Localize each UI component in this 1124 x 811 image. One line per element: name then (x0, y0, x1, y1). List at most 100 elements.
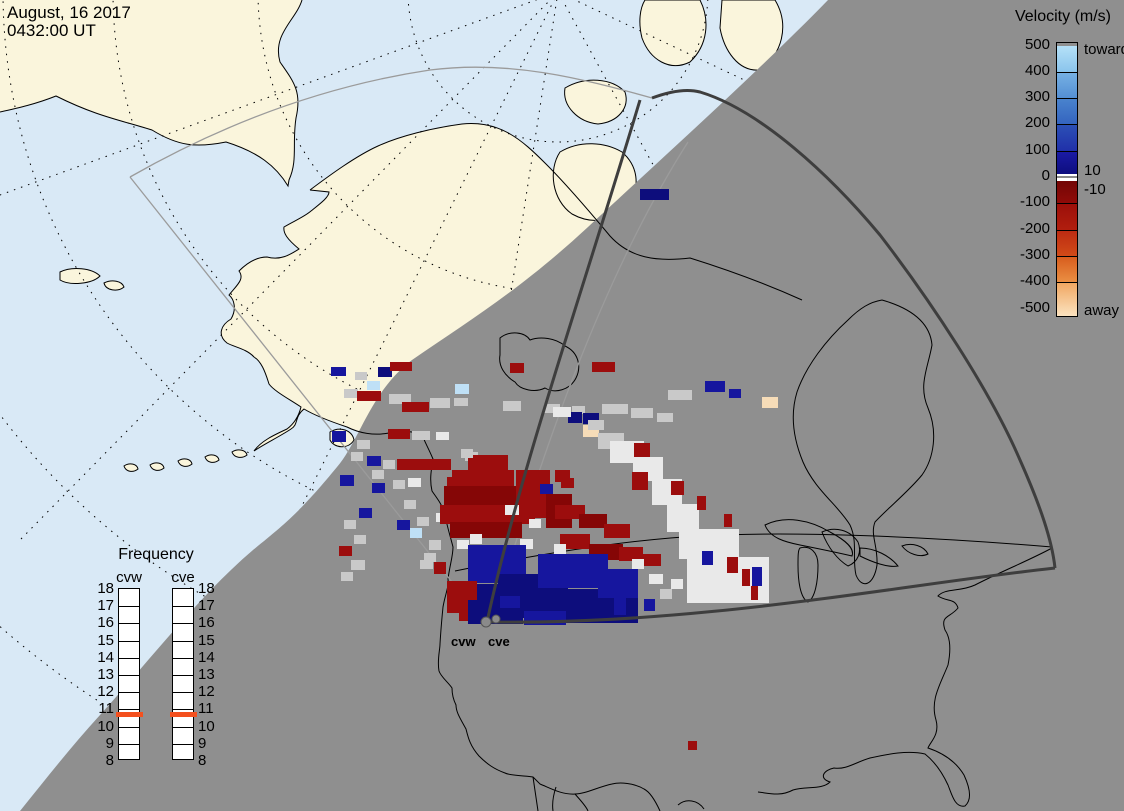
geomagnetic-meridian-line (573, 0, 851, 131)
velocity-cell (640, 189, 669, 200)
velocity-cell (660, 589, 672, 599)
velocity-cell (619, 547, 643, 561)
velocity-cell (614, 599, 623, 615)
colorbar-segment (1057, 255, 1077, 283)
velocity-cell (450, 522, 522, 538)
landmass-fill (0, 0, 302, 186)
coastline (764, 519, 854, 557)
velocity-cell (604, 524, 630, 538)
velocity-cell (367, 456, 381, 466)
velocity-tick-label: -500 (1019, 298, 1050, 316)
velocity-cell (417, 517, 429, 526)
velocity-cell (560, 534, 590, 549)
velocity-cell (383, 460, 395, 469)
frequency-tick-label: 16 (198, 614, 215, 632)
radar-site-dot (491, 614, 501, 624)
frequency-marker-cve (170, 711, 197, 717)
colorbar-segment (1057, 180, 1077, 204)
frequency-tick-label: 15 (97, 631, 114, 649)
velocity-cell (367, 381, 380, 390)
velocity-cell (357, 440, 370, 449)
frequency-scale-line (173, 623, 193, 625)
velocity-cell (410, 528, 422, 538)
velocity-cell (671, 481, 684, 495)
velocity-cell (455, 384, 469, 394)
velocity-cell (510, 363, 524, 373)
velocity-cell (390, 362, 412, 371)
velocity-cell (461, 449, 473, 458)
frequency-tick-label: 15 (198, 631, 215, 649)
frequency-scale-line (173, 675, 193, 676)
velocity-cell (402, 402, 429, 412)
datetime-label: August, 16 2017 0432:00 UT (7, 4, 131, 40)
velocity-cell (420, 560, 433, 569)
frequency-tick-label: 18 (198, 580, 215, 597)
frequency-scale-line (173, 692, 193, 694)
velocity-cell (644, 599, 655, 611)
colorbar-divider (1057, 98, 1077, 100)
island (177, 458, 193, 467)
velocity-cell (641, 554, 661, 566)
velocity-tick-label: -400 (1019, 272, 1050, 290)
colorbar-segment (1057, 71, 1077, 99)
frequency-tick-label: 17 (97, 597, 114, 615)
velocity-cell (561, 478, 574, 488)
velocity-cell (520, 539, 533, 549)
velocity-cell (429, 540, 441, 550)
velocity-cell (649, 574, 663, 584)
velocity-cell (430, 398, 450, 408)
island (149, 462, 165, 471)
date-text: August, 16 2017 (7, 3, 131, 22)
frequency-tick-label: 14 (198, 648, 215, 666)
frequency-tick-label: 12 (198, 683, 215, 701)
velocity-cell (404, 500, 416, 509)
velocity-cell (331, 367, 346, 376)
coastline (859, 547, 899, 567)
colorbar-segment (1057, 98, 1077, 125)
frequency-tick-label: 13 (198, 666, 215, 683)
frequency-scale-line (119, 692, 139, 694)
velocity-cell (351, 560, 365, 570)
velocity-cell (583, 413, 599, 424)
velocity-colorbar (1056, 42, 1078, 317)
velocity-cell (631, 408, 653, 418)
coastline (757, 547, 1053, 807)
velocity-cell (632, 472, 648, 490)
coastline (0, 0, 303, 188)
velocity-cell (657, 413, 673, 422)
frequency-scale-line (173, 709, 193, 711)
velocity-cell (632, 559, 644, 569)
velocity-cell (505, 505, 519, 515)
velocity-cell (592, 362, 615, 372)
velocity-cell (412, 431, 430, 440)
frequency-tick-label: 14 (97, 648, 114, 666)
colorbar-divider (1057, 203, 1077, 205)
velocity-cell (588, 420, 604, 430)
radar-site-label-cvw: cvw (451, 634, 476, 649)
velocity-cell (340, 475, 354, 486)
coastline (792, 299, 935, 585)
frequency-scale-line (173, 640, 193, 642)
coastline (821, 528, 861, 567)
velocity-cell (724, 514, 732, 527)
velocity-cell (434, 562, 446, 574)
velocity-cell (742, 569, 750, 586)
velocity-cell (354, 535, 366, 544)
frequency-scale-line (119, 657, 139, 659)
colorbar-divider (1057, 282, 1077, 284)
velocity-cell (540, 484, 553, 494)
frequency-tick-label: 9 (105, 734, 114, 752)
velocity-cell (454, 398, 468, 406)
velocity-cell (355, 372, 367, 380)
colorbar-divider (1057, 150, 1077, 152)
island (564, 79, 627, 125)
velocity-tick-label: 0 (1041, 167, 1050, 184)
coastline (499, 332, 580, 392)
velocity-tick-label: 500 (1024, 35, 1050, 53)
velocity-cell (457, 540, 469, 549)
velocity-cell (503, 401, 521, 411)
velocity-cell (500, 596, 520, 608)
frequency-column-label-cve: cve (171, 569, 195, 586)
frequency-column-label-cvw: cvw (116, 569, 142, 586)
colorbar-divider (1057, 255, 1077, 257)
